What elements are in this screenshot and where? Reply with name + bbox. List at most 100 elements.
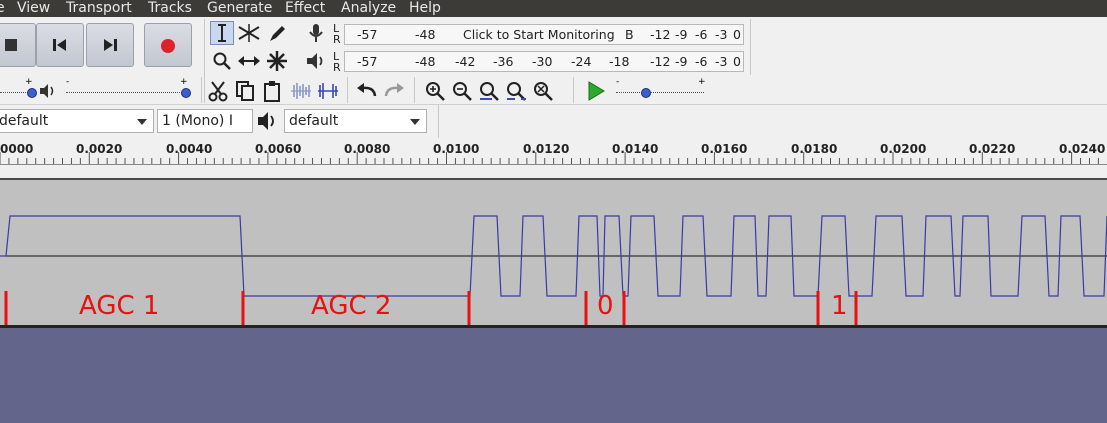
ruler-label: 0.0160 xyxy=(701,142,748,156)
zoom-toggle-icon xyxy=(534,82,553,101)
menu-effect[interactable]: Effect xyxy=(285,0,326,16)
ruler-label: 0.0140 xyxy=(612,142,659,156)
menu-analyze[interactable]: Analyze xyxy=(341,0,397,16)
zoom-tool[interactable] xyxy=(210,49,234,73)
record-icon xyxy=(161,39,175,53)
label-bit-0[interactable]: 0 xyxy=(597,291,614,321)
redo-button[interactable] xyxy=(382,79,406,103)
undo-icon xyxy=(357,83,377,97)
zoom-tool-icon xyxy=(213,52,231,70)
play-speed-slider[interactable]: - + xyxy=(614,77,706,101)
cut-icon xyxy=(208,81,228,102)
fit-project-icon xyxy=(507,82,526,101)
menu-tracks[interactable]: Tracks xyxy=(148,0,192,16)
slider-thumb[interactable] xyxy=(27,88,37,98)
audio-track[interactable]: AGC 1 AGC 2 0 1 xyxy=(0,178,1107,328)
trim-icon xyxy=(291,83,311,99)
copy-icon xyxy=(236,81,254,101)
selection-tool[interactable] xyxy=(210,21,234,45)
zoom-toggle-button[interactable] xyxy=(531,79,555,103)
timeshift-tool-icon xyxy=(238,56,260,66)
separator xyxy=(204,19,205,103)
stop-button[interactable] xyxy=(0,23,36,67)
ruler-label: 0.0100 xyxy=(433,142,480,156)
fit-selection-icon xyxy=(480,82,499,101)
label-boundaries xyxy=(0,291,1107,326)
menu-generate[interactable]: Generate xyxy=(207,0,273,16)
record-meter[interactable]: -57 -48 Click to Start Monitoring B -12 … xyxy=(344,24,744,45)
envelope-tool-icon xyxy=(238,24,260,42)
cut-button[interactable] xyxy=(206,79,230,103)
paste-icon xyxy=(264,81,280,102)
monitor-hint[interactable]: Click to Start Monitoring xyxy=(463,27,615,42)
ruler-label: 0.0240 xyxy=(1059,142,1106,156)
label-agc-1[interactable]: AGC 1 xyxy=(79,291,160,321)
skip-to-start-button[interactable] xyxy=(36,23,84,67)
menu-bar: e View Transport Tracks Generate Effect … xyxy=(0,0,1107,17)
multi-tool[interactable] xyxy=(265,49,289,73)
skip-to-end-icon xyxy=(104,39,117,51)
trim-button[interactable] xyxy=(289,79,313,103)
slider-thumb[interactable] xyxy=(641,88,651,98)
menu-view[interactable]: View xyxy=(17,0,51,16)
label-agc-2[interactable]: AGC 2 xyxy=(311,291,392,321)
slider-thumb[interactable] xyxy=(181,88,191,98)
redo-icon xyxy=(384,83,404,97)
multi-tool-icon xyxy=(267,51,287,71)
separator xyxy=(438,105,439,139)
speaker-icon xyxy=(307,53,323,69)
draw-tool[interactable] xyxy=(265,21,289,45)
zoom-in-button[interactable] xyxy=(423,79,447,103)
record-button[interactable] xyxy=(144,23,192,67)
ruler-label: 0.0120 xyxy=(523,142,570,156)
play-at-speed-button[interactable] xyxy=(584,79,608,103)
menu-transport[interactable]: Transport xyxy=(66,0,132,16)
channels-select[interactable]: 1 (Mono) I xyxy=(157,109,253,133)
separator xyxy=(414,77,415,103)
ruler-label: 0.0180 xyxy=(791,142,838,156)
copy-button[interactable] xyxy=(233,79,257,103)
ruler-ticks xyxy=(0,152,1099,164)
draw-tool-icon xyxy=(270,26,285,41)
fit-project-button[interactable] xyxy=(504,79,528,103)
skip-to-end-button[interactable] xyxy=(86,23,134,67)
speaker-icon xyxy=(258,112,274,130)
audio-host-select[interactable]: default xyxy=(0,109,154,133)
ruler-label: 0000 xyxy=(0,142,34,156)
timeshift-tool[interactable] xyxy=(237,49,261,73)
menu-help[interactable]: Help xyxy=(409,0,441,16)
selection-tool-icon xyxy=(218,24,226,42)
record-volume-slider[interactable]: + xyxy=(0,77,38,101)
track-area-top xyxy=(0,165,1107,178)
skip-to-start-icon xyxy=(53,39,66,51)
separator xyxy=(573,77,574,103)
label-bit-1[interactable]: 1 xyxy=(831,291,848,321)
ruler-label: 0.0080 xyxy=(344,142,391,156)
device-toolbar: default 1 (Mono) I default xyxy=(0,104,1107,139)
chevron-down-icon xyxy=(137,119,147,125)
fit-selection-button[interactable] xyxy=(477,79,501,103)
output-device-select[interactable]: default xyxy=(284,109,427,133)
paste-button[interactable] xyxy=(260,79,284,103)
microphone-icon xyxy=(309,24,323,42)
playback-volume-slider[interactable]: - + xyxy=(64,77,192,101)
silence-button[interactable] xyxy=(316,79,340,103)
record-meter-toggle[interactable] xyxy=(304,21,328,45)
speaker-icon xyxy=(40,84,54,98)
ruler-label: 0.0060 xyxy=(255,142,302,156)
separator xyxy=(347,77,348,103)
waveform-path xyxy=(0,215,1107,297)
ruler-label: 0.0200 xyxy=(880,142,927,156)
undo-button[interactable] xyxy=(355,79,379,103)
play-at-speed-icon xyxy=(588,81,605,101)
playback-meter-toggle[interactable] xyxy=(304,49,328,73)
envelope-tool[interactable] xyxy=(237,21,261,45)
playback-meter[interactable]: -57 -48 -42 -36 -30 -24 -18 -12 -9 -6 -3… xyxy=(344,51,744,72)
silence-icon xyxy=(318,83,338,99)
chevron-down-icon xyxy=(410,119,420,125)
zoom-out-button[interactable] xyxy=(450,79,474,103)
timeline-ruler[interactable]: 0000 0.0020 0.0040 0.0060 0.0080 0.0100 … xyxy=(0,138,1107,165)
